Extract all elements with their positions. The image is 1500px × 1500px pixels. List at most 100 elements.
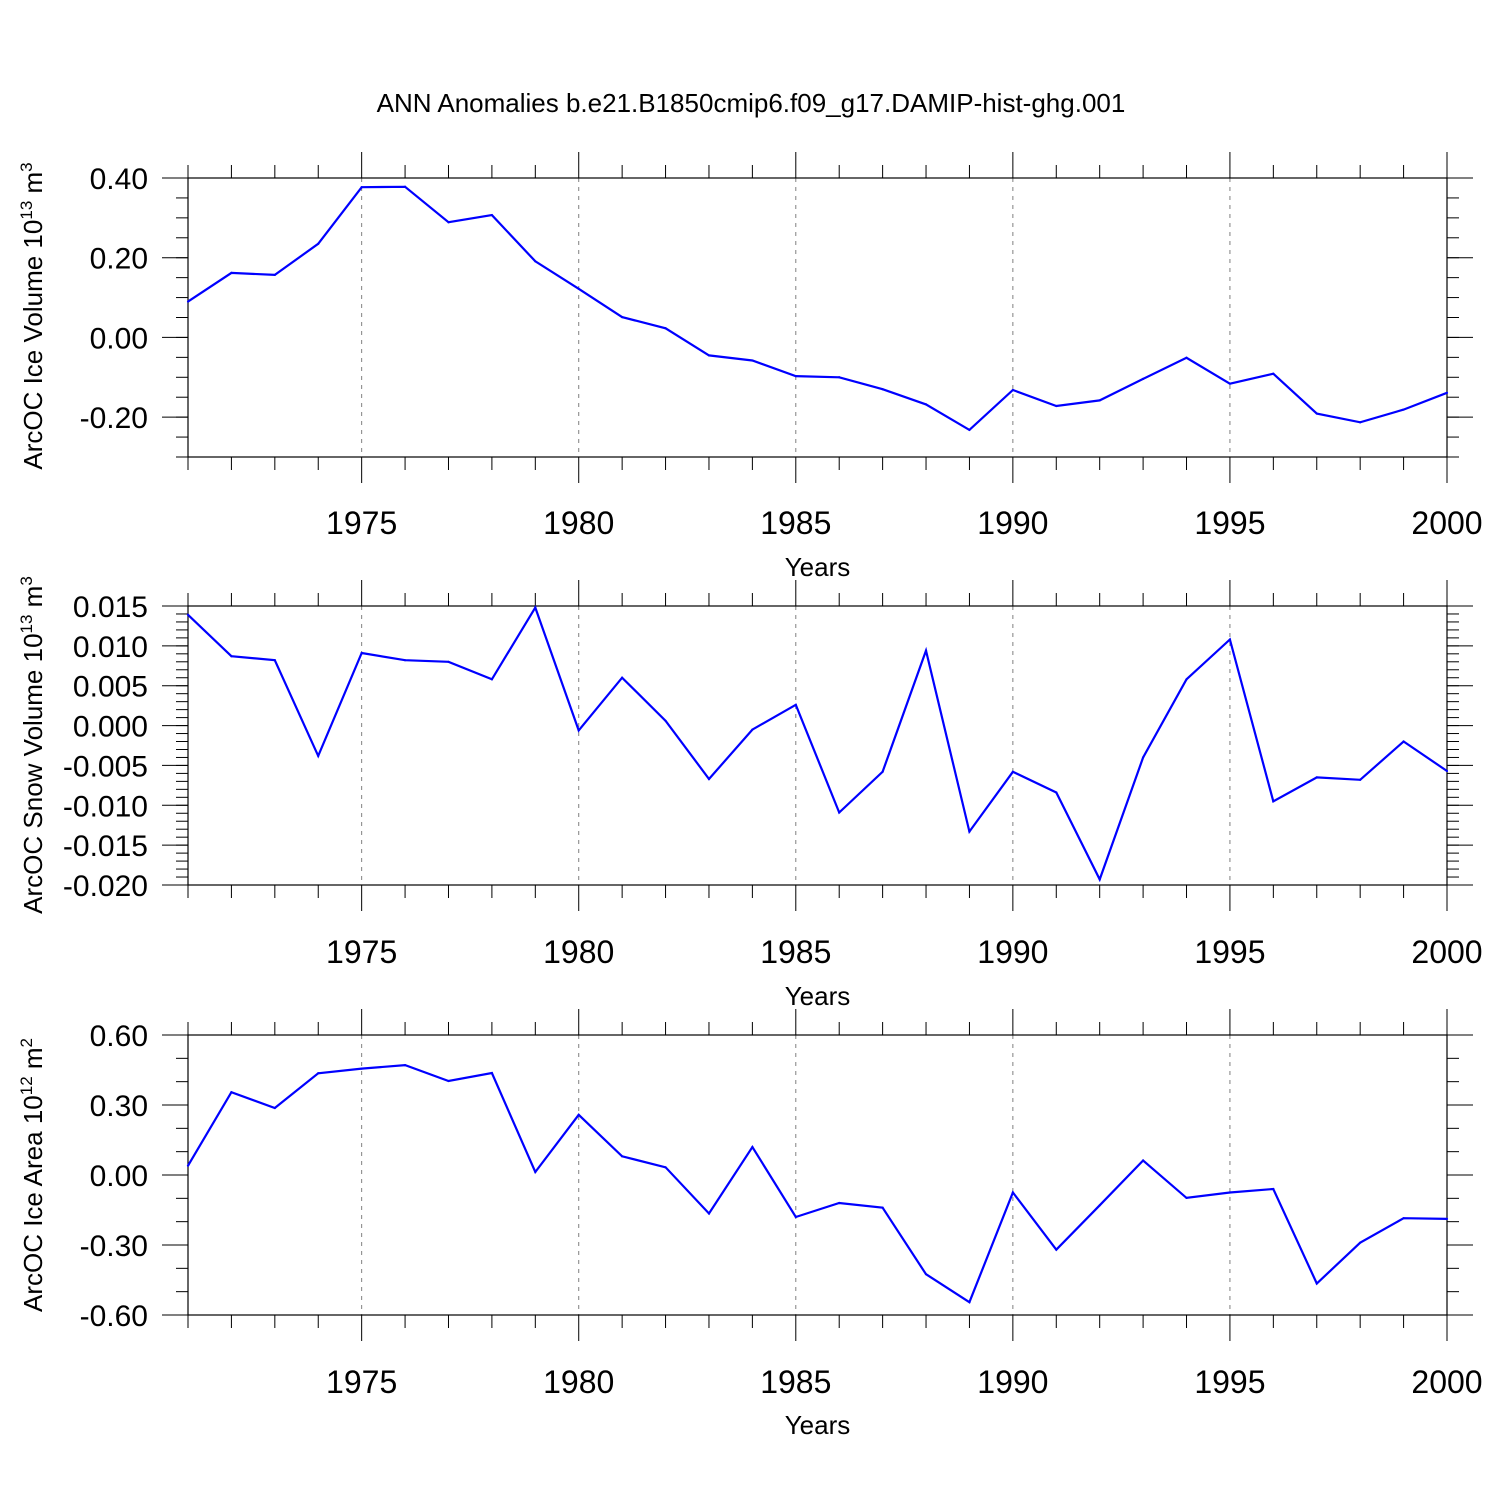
data-point xyxy=(447,1079,450,1083)
data-point xyxy=(186,613,190,616)
y-axis-label-text: ArcOC Snow Volume 10 xyxy=(18,633,48,913)
data-point xyxy=(490,213,493,217)
data-point xyxy=(968,428,971,431)
data-point xyxy=(1445,391,1449,394)
y-axis-label-exponent: 12 xyxy=(17,1076,36,1095)
data-point xyxy=(1445,769,1449,773)
data-point xyxy=(1098,1204,1101,1207)
data-point xyxy=(273,1106,276,1110)
y-tick-label: -0.020 xyxy=(63,870,148,903)
data-point xyxy=(838,811,841,814)
data-point xyxy=(1011,388,1014,392)
data-point xyxy=(186,1164,190,1167)
y-tick-label: -0.60 xyxy=(80,1300,148,1333)
data-point xyxy=(360,651,363,655)
data-point xyxy=(1011,770,1014,773)
data-point xyxy=(664,719,667,722)
data-point xyxy=(881,770,884,773)
plot-frame xyxy=(187,605,1448,886)
data-point xyxy=(1359,1241,1362,1244)
data-point xyxy=(1315,776,1318,779)
data-point xyxy=(707,1212,711,1215)
x-tick-label: 1980 xyxy=(543,1364,614,1400)
data-point xyxy=(317,242,320,245)
y-tick-label: -0.010 xyxy=(63,790,148,823)
data-point xyxy=(1272,372,1275,375)
y-tick-label: -0.005 xyxy=(63,750,148,783)
data-point xyxy=(924,403,928,406)
data-point xyxy=(317,754,320,757)
data-point xyxy=(751,359,754,362)
data-point xyxy=(230,271,233,274)
x-tick-label: 1990 xyxy=(977,505,1048,541)
x-axis-label: Years xyxy=(785,1410,851,1440)
y-tick-label: 0.60 xyxy=(90,1020,148,1053)
y-tick-label: 0.00 xyxy=(90,1160,148,1193)
x-tick-label: 1985 xyxy=(760,1364,831,1400)
data-point xyxy=(794,703,797,706)
data-point xyxy=(447,660,450,663)
x-tick-label: 1995 xyxy=(1194,1364,1265,1400)
y-axis-label-unit: m xyxy=(18,586,48,615)
y-tick-label: 0.000 xyxy=(73,711,148,744)
y-axis-label: ArcOC Ice Area 1012 m2 xyxy=(17,1038,48,1312)
y-tick-label: 0.005 xyxy=(73,671,148,704)
data-point xyxy=(577,729,580,732)
data-point xyxy=(1228,638,1232,641)
data-point xyxy=(1228,382,1232,385)
data-point xyxy=(881,1206,884,1209)
series-line xyxy=(187,185,1448,432)
data-point xyxy=(621,676,624,679)
data-point xyxy=(794,374,797,378)
data-point xyxy=(1098,399,1101,402)
x-tick-label: 2000 xyxy=(1411,505,1482,541)
data-point xyxy=(1272,800,1275,803)
data-point xyxy=(1098,878,1101,881)
data-point xyxy=(577,1113,580,1116)
data-point xyxy=(1185,678,1188,681)
data-point xyxy=(273,273,276,276)
data-point xyxy=(317,1072,320,1075)
x-tick-label: 1975 xyxy=(326,934,397,970)
data-point xyxy=(1142,377,1145,380)
data-point xyxy=(751,1145,754,1149)
y-axis-label-text: ArcOC Ice Area 10 xyxy=(18,1095,48,1312)
data-point xyxy=(1359,421,1362,424)
x-tick-label: 1990 xyxy=(977,1364,1048,1400)
x-tick-label: 2000 xyxy=(1411,1364,1482,1400)
data-point xyxy=(1185,1196,1188,1199)
y-axis-label-unit: m xyxy=(18,1047,48,1076)
series-line xyxy=(187,605,1448,883)
data-point xyxy=(881,388,884,391)
y-tick-label: 0.010 xyxy=(73,631,148,664)
data-point xyxy=(1055,791,1058,794)
y-tick-label: -0.20 xyxy=(80,402,148,435)
chart-title: ANN Anomalies b.e21.B1850cmip6.f09_g17.D… xyxy=(377,88,1126,118)
data-point xyxy=(534,1170,537,1174)
data-point xyxy=(838,1201,841,1205)
data-point xyxy=(1055,1248,1058,1251)
data-point xyxy=(1402,740,1405,743)
data-point xyxy=(794,1215,797,1219)
data-point xyxy=(924,649,928,652)
x-tick-label: 2000 xyxy=(1411,934,1482,970)
data-point xyxy=(490,1071,493,1075)
data-point xyxy=(403,1064,407,1067)
chart-panel-2: 0.015 0.010 0.005 0.000 -0.005 -0.010 -0.015 -0… xyxy=(17,576,1483,1011)
y-tick-label: 0.30 xyxy=(90,1090,148,1123)
data-point xyxy=(924,1273,928,1276)
data-point xyxy=(186,300,190,303)
y-tick-label: 0.40 xyxy=(90,163,148,196)
data-point xyxy=(707,777,711,781)
data-point xyxy=(1315,1282,1318,1285)
y-axis-label: ArcOC Ice Volume 1013 m3 xyxy=(17,162,48,469)
data-point xyxy=(968,1301,971,1304)
x-axis-label: Years xyxy=(785,552,851,582)
y-axis-label-unit-exponent: 3 xyxy=(17,576,36,585)
data-point xyxy=(664,1166,667,1169)
data-point xyxy=(1445,1217,1449,1220)
data-point xyxy=(490,678,493,681)
chart-panel-1: 0.40 0.20 0.00 -0.20 1975 1980 1985 1990 1995 200… xyxy=(17,152,1483,582)
data-point xyxy=(447,221,450,224)
